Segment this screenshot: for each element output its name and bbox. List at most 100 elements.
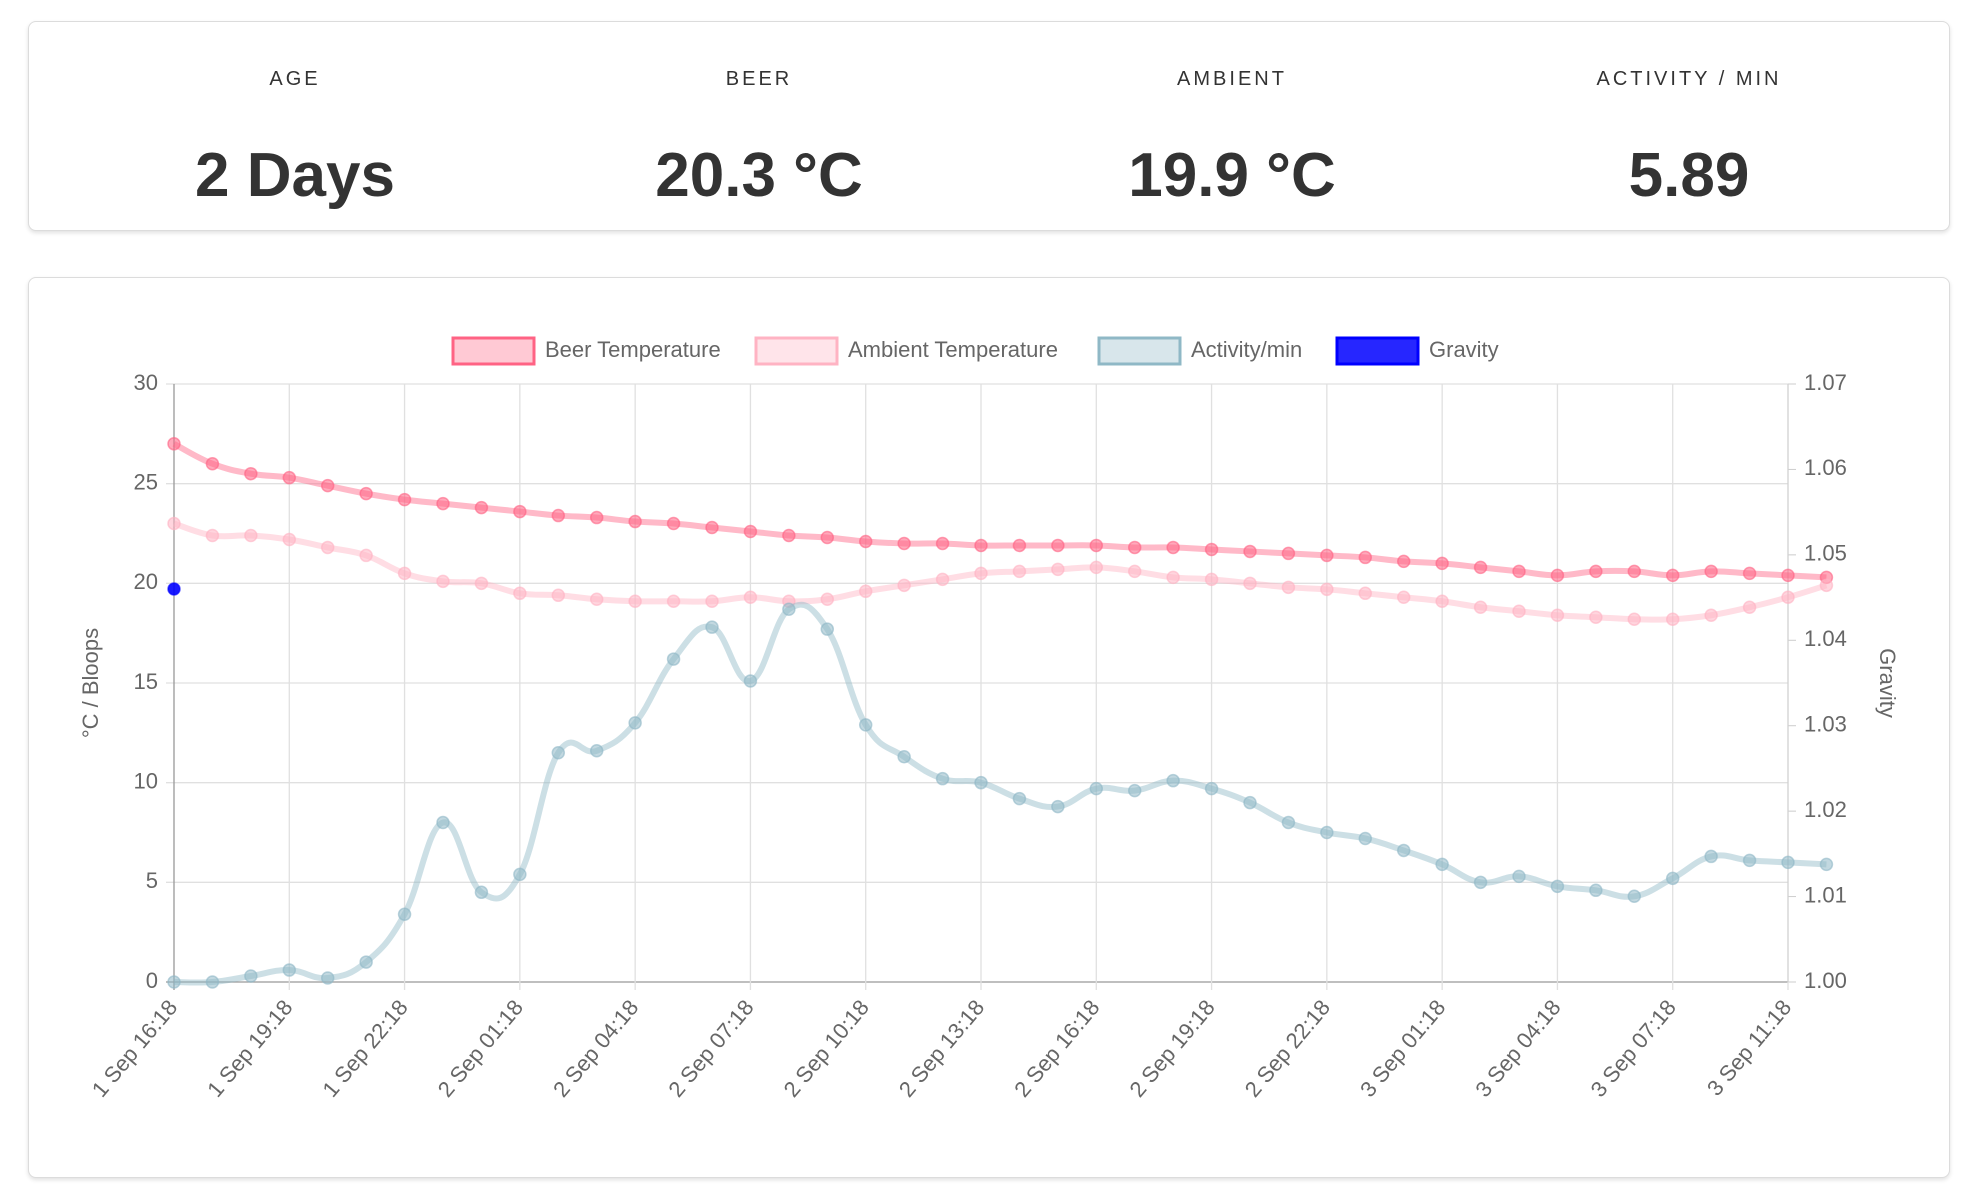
stat-value: 5.89 [1628, 141, 1750, 210]
y2-tick-label: 1.06 [1804, 455, 1847, 480]
data-point [436, 496, 450, 511]
data-point [1012, 564, 1027, 579]
data-point [589, 510, 604, 525]
data-point [1627, 564, 1642, 579]
data-point [551, 588, 566, 603]
stat-value: 19.9 °C [1128, 141, 1336, 210]
data-point [743, 674, 758, 688]
y2-tick-label: 1.07 [1804, 370, 1847, 395]
stat-label: AMBIENT [1177, 68, 1287, 90]
x-tick-label: 2 Sep 13:18 [894, 995, 989, 1102]
stats-card: AGE 2 Days BEER 20.3 °C AMBIENT 19.9 °C ACTIVI… [28, 21, 1950, 231]
data-point [1512, 869, 1526, 884]
data-point [743, 524, 758, 539]
x-tick-label: 2 Sep 10:18 [779, 995, 874, 1102]
data-point [782, 528, 796, 543]
data-point [1665, 612, 1680, 626]
legend-label: Ambient Temperature [848, 337, 1058, 362]
x-tick-label: 2 Sep 01:18 [433, 995, 528, 1102]
data-point [1012, 791, 1027, 806]
data-point [1204, 781, 1219, 796]
stat-value: 20.3 °C [655, 141, 863, 210]
data-point [1473, 560, 1488, 575]
data-point [1243, 544, 1257, 559]
data-point [1550, 568, 1565, 583]
data-point [320, 540, 335, 555]
data-point [858, 584, 873, 599]
data-point [1589, 610, 1603, 624]
data-point [1589, 883, 1603, 898]
stat-label: AGE [269, 68, 321, 90]
y-tick-label: 10 [134, 768, 158, 793]
data-point [1512, 564, 1526, 579]
data-point [359, 548, 373, 563]
data-point [1089, 781, 1104, 796]
data-point [1166, 570, 1180, 585]
data-point [666, 594, 681, 609]
data-point [1435, 594, 1449, 609]
series-line [172, 441, 1827, 581]
data-point [705, 620, 719, 634]
data-point [1704, 608, 1718, 622]
data-point [858, 534, 873, 549]
legend-swatch [754, 336, 839, 366]
data-point [1742, 853, 1757, 868]
data-point [1473, 875, 1488, 890]
x-tick-label: 2 Sep 07:18 [663, 995, 758, 1102]
data-point [1127, 783, 1142, 798]
data-point [1665, 568, 1680, 583]
data-point [1627, 889, 1642, 904]
data-point [1051, 562, 1065, 577]
x-tick-label: 3 Sep 11:18 [1702, 995, 1796, 1101]
data-point [513, 586, 527, 601]
data-point [1012, 538, 1027, 553]
data-point [743, 590, 758, 605]
x-tick-label: 1 Sep 19:18 [202, 995, 297, 1102]
x-tick-label: 1 Sep 22:18 [317, 995, 412, 1102]
data-point [1819, 857, 1834, 872]
data-point [1742, 566, 1757, 581]
data-point [320, 478, 335, 493]
data-point [1396, 554, 1411, 569]
stat-label: BEER [725, 68, 793, 90]
data-point [474, 576, 489, 591]
data-point [1781, 590, 1795, 605]
legend-swatch [1335, 336, 1420, 366]
data-point [1627, 612, 1642, 626]
data-point [1435, 857, 1449, 872]
data-point [1127, 564, 1142, 579]
chart-card: 0 5 10 15 20 25 30 1.00 1.01 1.02 1.03 1.04 1.05 1.06… [28, 277, 1950, 1178]
data-point [1166, 773, 1180, 788]
data-point [436, 815, 450, 830]
data-point [1358, 831, 1373, 846]
data-point [1473, 600, 1488, 615]
data-point [589, 744, 604, 758]
data-point [628, 716, 642, 730]
legend-swatch [1097, 336, 1182, 366]
x-tick-label: 2 Sep 16:18 [1009, 995, 1104, 1102]
data-point [935, 572, 950, 587]
chart: 0 5 10 15 20 25 30 1.00 1.01 1.02 1.03 1.04 1.05 1.06… [78, 336, 1900, 1102]
y-tick-label: 0 [146, 968, 158, 993]
data-point [1358, 550, 1373, 565]
data-point [1089, 560, 1104, 575]
data-point [205, 456, 220, 471]
data-point [359, 486, 373, 501]
data-point [935, 536, 950, 551]
data-point [1281, 546, 1296, 561]
x-tick-label: 2 Sep 19:18 [1124, 995, 1219, 1102]
data-point [282, 963, 297, 977]
legend-label: Gravity [1429, 337, 1499, 362]
data-point [1512, 604, 1526, 618]
data-point [666, 516, 681, 531]
data-point [820, 622, 835, 636]
data-point [551, 508, 566, 523]
data-point [1204, 542, 1219, 557]
data-point [244, 969, 258, 983]
data-point [974, 538, 988, 553]
data-point [1089, 538, 1104, 553]
data-point [551, 746, 566, 760]
data-point [513, 504, 527, 519]
data-point [1320, 825, 1334, 840]
data-point [705, 594, 719, 609]
